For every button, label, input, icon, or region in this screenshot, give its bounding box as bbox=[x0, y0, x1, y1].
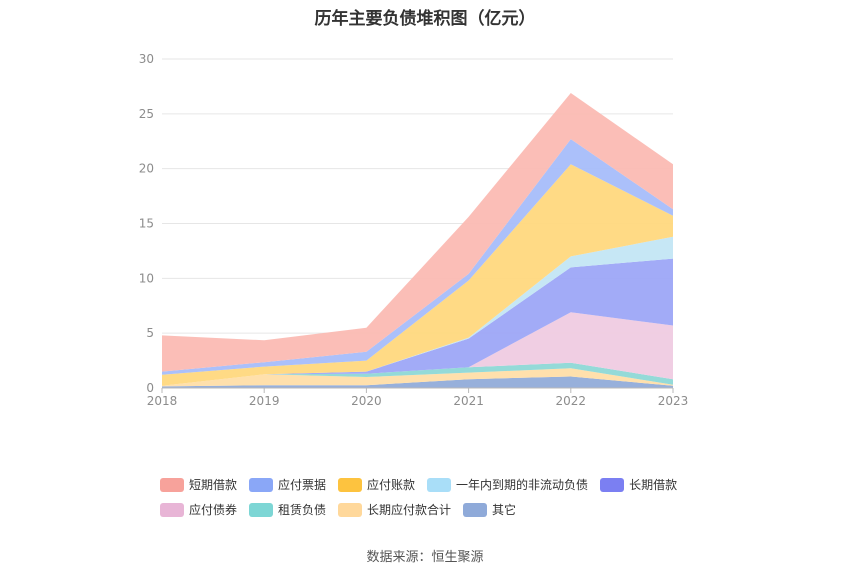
legend-item[interactable]: 长期应付款合计 bbox=[338, 501, 451, 518]
legend-item[interactable]: 其它 bbox=[463, 501, 516, 518]
area-series-8 bbox=[162, 93, 673, 372]
area-series-2 bbox=[162, 362, 673, 386]
x-tick-label: 2020 bbox=[351, 394, 382, 408]
legend-label: 其它 bbox=[492, 503, 517, 517]
x-tick-label: 2021 bbox=[453, 394, 484, 408]
legend-row: 应付债券 租赁负债 长期应付款合计 其它 bbox=[160, 497, 720, 522]
legend-label: 租赁负债 bbox=[278, 503, 327, 517]
y-tick-label: 30 bbox=[139, 52, 154, 66]
x-tick-label: 2023 bbox=[658, 394, 689, 408]
legend-swatch bbox=[160, 477, 184, 492]
x-tick-label: 2022 bbox=[556, 394, 587, 408]
legend: 短期借款 应付票据 应付账款 一年内到期的非流动负债 长期借款应付债券 租赁负债 长期应付款… bbox=[160, 472, 720, 522]
legend-item[interactable]: 应付债券 bbox=[160, 501, 237, 518]
x-tick-label: 2018 bbox=[147, 394, 178, 408]
legend-item[interactable]: 一年内到期的非流动负债 bbox=[427, 476, 588, 493]
legend-item[interactable]: 应付票据 bbox=[249, 476, 326, 493]
legend-item[interactable]: 短期借款 bbox=[160, 476, 237, 493]
y-tick-label: 5 bbox=[146, 326, 154, 340]
legend-label: 应付票据 bbox=[278, 478, 327, 492]
legend-swatch bbox=[463, 502, 488, 517]
legend-swatch bbox=[600, 477, 625, 492]
area-series-4 bbox=[162, 258, 673, 386]
area-series-6 bbox=[162, 164, 673, 386]
legend-swatch bbox=[338, 502, 363, 517]
data-source: 数据来源：恒生聚源 bbox=[366, 550, 484, 565]
legend-swatch bbox=[249, 477, 274, 492]
legend-label: 应付账款 bbox=[367, 478, 416, 492]
y-tick-label: 15 bbox=[139, 217, 154, 231]
area-series-1 bbox=[162, 368, 673, 387]
legend-swatch bbox=[160, 502, 184, 517]
legend-item[interactable]: 应付账款 bbox=[338, 476, 415, 493]
y-tick-label: 0 bbox=[146, 381, 154, 395]
legend-label: 长期借款 bbox=[629, 478, 678, 492]
chart-title: 历年主要负债堆积图（亿元） bbox=[314, 9, 536, 29]
area-series-3 bbox=[162, 312, 673, 386]
y-tick-label: 20 bbox=[139, 162, 154, 176]
stacked-area-chart: 0 5 10 15 20 25 30 2018 2019 2020 2021 2022 2023 bbox=[139, 52, 689, 408]
legend-label: 短期借款 bbox=[189, 478, 238, 492]
legend-row: 短期借款 应付票据 应付账款 一年内到期的非流动负债 长期借款 bbox=[160, 472, 720, 497]
x-tick-label: 2019 bbox=[249, 394, 280, 408]
y-tick-label: 25 bbox=[139, 107, 154, 121]
legend-swatch bbox=[249, 502, 274, 517]
y-tick-label: 10 bbox=[139, 271, 154, 285]
legend-label: 长期应付款合计 bbox=[367, 503, 452, 517]
legend-item[interactable]: 长期借款 bbox=[600, 476, 677, 493]
area-series-5 bbox=[162, 236, 673, 386]
legend-label: 应付债券 bbox=[189, 503, 238, 517]
legend-item[interactable]: 租赁负债 bbox=[249, 501, 326, 518]
area-series bbox=[162, 93, 673, 388]
legend-swatch bbox=[338, 477, 363, 492]
legend-swatch bbox=[427, 477, 452, 492]
legend-label: 一年内到期的非流动负债 bbox=[456, 478, 589, 492]
axes: 0 5 10 15 20 25 30 2018 2019 2020 2021 2022 2023 bbox=[139, 52, 689, 408]
